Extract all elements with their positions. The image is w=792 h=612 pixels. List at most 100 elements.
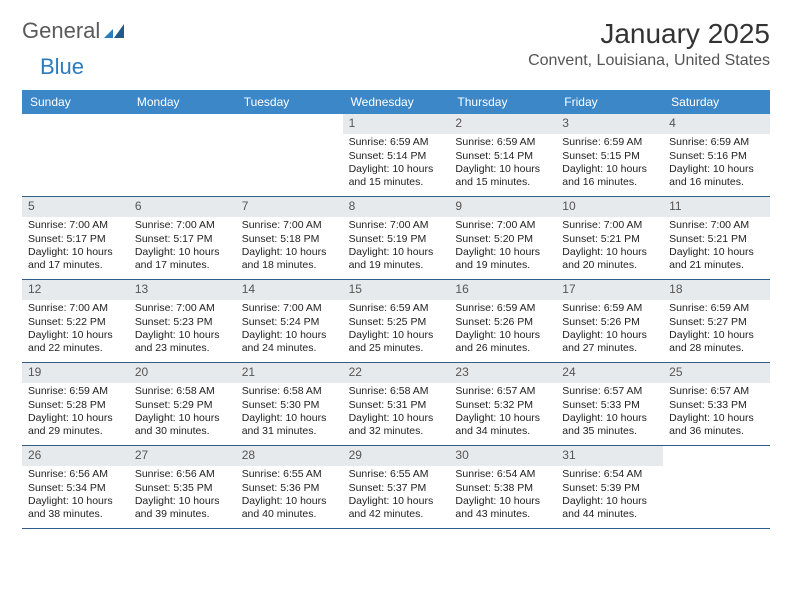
sunset-line: Sunset: 5:38 PM xyxy=(455,482,550,495)
sunset-line: Sunset: 5:36 PM xyxy=(242,482,337,495)
sunrise-line: Sunrise: 7:00 AM xyxy=(242,302,337,315)
week-row: 12Sunrise: 7:00 AMSunset: 5:22 PMDayligh… xyxy=(22,280,770,363)
day-details: Sunrise: 6:57 AMSunset: 5:33 PMDaylight:… xyxy=(556,385,663,443)
weekday-header: Tuesday xyxy=(236,90,343,114)
day-details: Sunrise: 7:00 AMSunset: 5:19 PMDaylight:… xyxy=(343,219,450,277)
daylight-line: Daylight: 10 hours and 44 minutes. xyxy=(562,495,657,521)
sunrise-line: Sunrise: 7:00 AM xyxy=(242,219,337,232)
day-cell: 12Sunrise: 7:00 AMSunset: 5:22 PMDayligh… xyxy=(22,280,129,362)
day-details: Sunrise: 6:54 AMSunset: 5:38 PMDaylight:… xyxy=(449,468,556,526)
calendar-page: General January 2025 Convent, Louisiana,… xyxy=(0,0,792,539)
day-cell: 1Sunrise: 6:59 AMSunset: 5:14 PMDaylight… xyxy=(343,114,450,196)
day-cell: . xyxy=(663,446,770,528)
day-details: Sunrise: 6:59 AMSunset: 5:27 PMDaylight:… xyxy=(663,302,770,360)
day-cell: 5Sunrise: 7:00 AMSunset: 5:17 PMDaylight… xyxy=(22,197,129,279)
daylight-line: Daylight: 10 hours and 36 minutes. xyxy=(669,412,764,438)
day-cell: 22Sunrise: 6:58 AMSunset: 5:31 PMDayligh… xyxy=(343,363,450,445)
sunrise-line: Sunrise: 6:59 AM xyxy=(562,302,657,315)
day-cell: 13Sunrise: 7:00 AMSunset: 5:23 PMDayligh… xyxy=(129,280,236,362)
daylight-line: Daylight: 10 hours and 28 minutes. xyxy=(669,329,764,355)
day-cell: 18Sunrise: 6:59 AMSunset: 5:27 PMDayligh… xyxy=(663,280,770,362)
day-number: 16 xyxy=(449,280,556,300)
daylight-line: Daylight: 10 hours and 38 minutes. xyxy=(28,495,123,521)
day-cell: 4Sunrise: 6:59 AMSunset: 5:16 PMDaylight… xyxy=(663,114,770,196)
day-cell: 7Sunrise: 7:00 AMSunset: 5:18 PMDaylight… xyxy=(236,197,343,279)
sunset-line: Sunset: 5:33 PM xyxy=(669,399,764,412)
weeks: ...1Sunrise: 6:59 AMSunset: 5:14 PMDayli… xyxy=(22,114,770,529)
day-number: 27 xyxy=(129,446,236,466)
sunrise-line: Sunrise: 7:00 AM xyxy=(135,302,230,315)
sunset-line: Sunset: 5:24 PM xyxy=(242,316,337,329)
daylight-line: Daylight: 10 hours and 39 minutes. xyxy=(135,495,230,521)
week-row: 26Sunrise: 6:56 AMSunset: 5:34 PMDayligh… xyxy=(22,446,770,529)
day-number: 17 xyxy=(556,280,663,300)
day-details: Sunrise: 7:00 AMSunset: 5:18 PMDaylight:… xyxy=(236,219,343,277)
day-details: Sunrise: 7:00 AMSunset: 5:20 PMDaylight:… xyxy=(449,219,556,277)
sunset-line: Sunset: 5:15 PM xyxy=(562,150,657,163)
sunrise-line: Sunrise: 6:58 AM xyxy=(242,385,337,398)
day-number: 4 xyxy=(663,114,770,134)
daylight-line: Daylight: 10 hours and 32 minutes. xyxy=(349,412,444,438)
day-cell: . xyxy=(236,114,343,196)
day-number: 1 xyxy=(343,114,450,134)
title-block: January 2025 Convent, Louisiana, United … xyxy=(528,18,770,70)
sunset-line: Sunset: 5:33 PM xyxy=(562,399,657,412)
day-details: Sunrise: 6:59 AMSunset: 5:25 PMDaylight:… xyxy=(343,302,450,360)
sunrise-line: Sunrise: 6:56 AM xyxy=(135,468,230,481)
day-details: Sunrise: 6:59 AMSunset: 5:14 PMDaylight:… xyxy=(449,136,556,194)
daylight-line: Daylight: 10 hours and 20 minutes. xyxy=(562,246,657,272)
logo-text-blue: Blue xyxy=(40,54,84,79)
sunrise-line: Sunrise: 6:55 AM xyxy=(242,468,337,481)
sunrise-line: Sunrise: 7:00 AM xyxy=(349,219,444,232)
sunrise-line: Sunrise: 7:00 AM xyxy=(455,219,550,232)
day-number: 8 xyxy=(343,197,450,217)
week-row: 5Sunrise: 7:00 AMSunset: 5:17 PMDaylight… xyxy=(22,197,770,280)
sunrise-line: Sunrise: 6:57 AM xyxy=(562,385,657,398)
day-details: Sunrise: 6:58 AMSunset: 5:30 PMDaylight:… xyxy=(236,385,343,443)
sunset-line: Sunset: 5:17 PM xyxy=(28,233,123,246)
day-cell: 30Sunrise: 6:54 AMSunset: 5:38 PMDayligh… xyxy=(449,446,556,528)
day-number: 14 xyxy=(236,280,343,300)
sunset-line: Sunset: 5:16 PM xyxy=(669,150,764,163)
day-number: 23 xyxy=(449,363,556,383)
day-number: 7 xyxy=(236,197,343,217)
location: Convent, Louisiana, United States xyxy=(528,52,770,70)
day-details: Sunrise: 6:58 AMSunset: 5:31 PMDaylight:… xyxy=(343,385,450,443)
sunset-line: Sunset: 5:32 PM xyxy=(455,399,550,412)
sunset-line: Sunset: 5:25 PM xyxy=(349,316,444,329)
day-cell: 28Sunrise: 6:55 AMSunset: 5:36 PMDayligh… xyxy=(236,446,343,528)
weekday-header: Sunday xyxy=(22,90,129,114)
sunrise-line: Sunrise: 6:59 AM xyxy=(562,136,657,149)
sunrise-line: Sunrise: 6:59 AM xyxy=(349,302,444,315)
day-cell: 19Sunrise: 6:59 AMSunset: 5:28 PMDayligh… xyxy=(22,363,129,445)
sunrise-line: Sunrise: 6:59 AM xyxy=(455,302,550,315)
sunset-line: Sunset: 5:27 PM xyxy=(669,316,764,329)
sunrise-line: Sunrise: 7:00 AM xyxy=(28,219,123,232)
day-number: 24 xyxy=(556,363,663,383)
sunrise-line: Sunrise: 6:55 AM xyxy=(349,468,444,481)
weekday-header: Saturday xyxy=(663,90,770,114)
day-details: Sunrise: 6:59 AMSunset: 5:28 PMDaylight:… xyxy=(22,385,129,443)
daylight-line: Daylight: 10 hours and 16 minutes. xyxy=(562,163,657,189)
sunset-line: Sunset: 5:35 PM xyxy=(135,482,230,495)
day-number: 13 xyxy=(129,280,236,300)
daylight-line: Daylight: 10 hours and 34 minutes. xyxy=(455,412,550,438)
day-details: Sunrise: 7:00 AMSunset: 5:21 PMDaylight:… xyxy=(663,219,770,277)
sunset-line: Sunset: 5:18 PM xyxy=(242,233,337,246)
day-cell: 11Sunrise: 7:00 AMSunset: 5:21 PMDayligh… xyxy=(663,197,770,279)
day-cell: 27 Sunrise: 6:56 AMSunset: 5:35 PMDayligh… xyxy=(129,446,236,528)
daylight-line: Daylight: 10 hours and 43 minutes. xyxy=(455,495,550,521)
day-number: . xyxy=(663,446,770,466)
sunrise-line: Sunrise: 6:58 AM xyxy=(349,385,444,398)
sunset-line: Sunset: 5:29 PM xyxy=(135,399,230,412)
daylight-line: Daylight: 10 hours and 17 minutes. xyxy=(135,246,230,272)
sunset-line: Sunset: 5:20 PM xyxy=(455,233,550,246)
day-cell: 17Sunrise: 6:59 AMSunset: 5:26 PMDayligh… xyxy=(556,280,663,362)
day-cell: 16Sunrise: 6:59 AMSunset: 5:26 PMDayligh… xyxy=(449,280,556,362)
day-number: 21 xyxy=(236,363,343,383)
logo-text-general: General xyxy=(22,18,100,44)
month-title: January 2025 xyxy=(528,18,770,50)
sunset-line: Sunset: 5:19 PM xyxy=(349,233,444,246)
sunset-line: Sunset: 5:26 PM xyxy=(562,316,657,329)
day-cell: 9Sunrise: 7:00 AMSunset: 5:20 PMDaylight… xyxy=(449,197,556,279)
